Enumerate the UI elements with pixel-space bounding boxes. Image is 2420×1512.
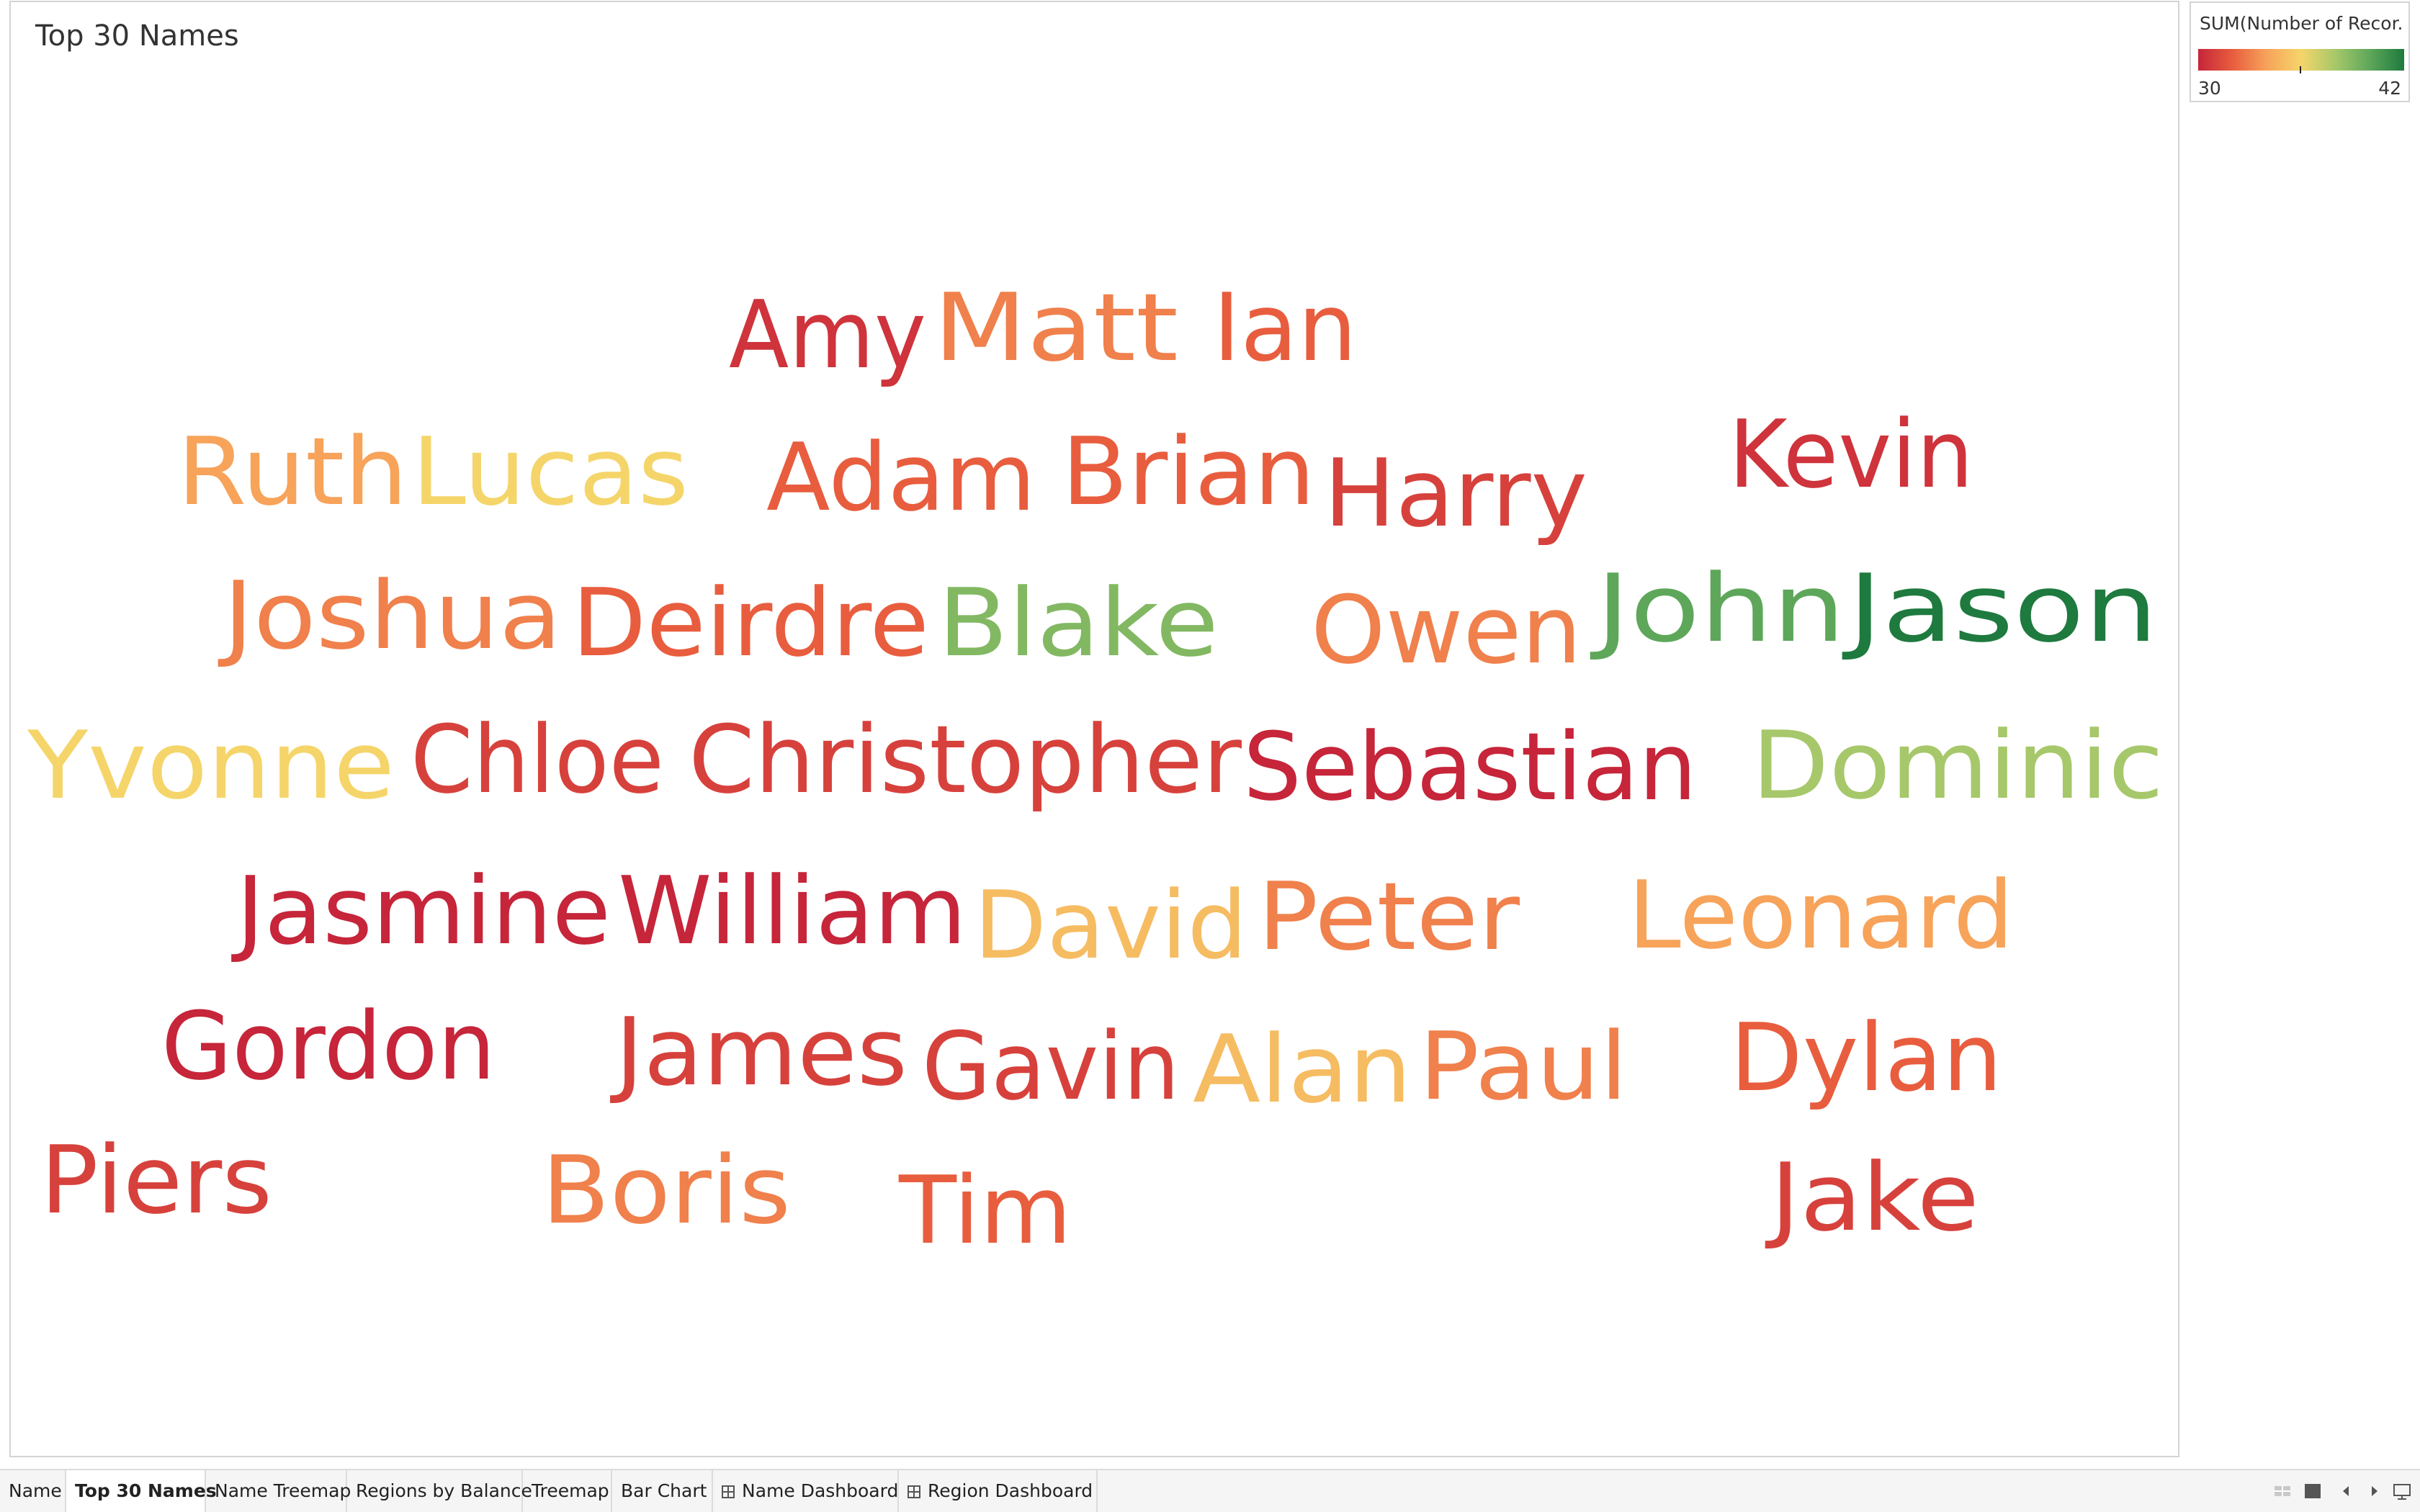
word-sebastian[interactable]: Sebastian xyxy=(1243,712,1697,822)
word-christopher[interactable]: Christopher xyxy=(689,705,1242,814)
tab-region-dashboard[interactable]: Region Dashboard xyxy=(899,1470,1098,1512)
filmstrip-icon[interactable] xyxy=(2303,1482,2322,1500)
color-legend[interactable]: SUM(Number of Recor... 30 42 xyxy=(2190,1,2410,102)
worksheet-title: Top 30 Names xyxy=(35,19,239,53)
word-harry[interactable]: Harry xyxy=(1324,438,1587,548)
word-brian[interactable]: Brian xyxy=(1062,417,1315,526)
dashboard-grid-icon xyxy=(908,1485,920,1498)
word-alan[interactable]: Alan xyxy=(1193,1014,1412,1124)
legend-min-label: 30 xyxy=(2198,78,2221,99)
word-deirdre[interactable]: Deirdre xyxy=(572,568,929,678)
word-dominic[interactable]: Dominic xyxy=(1752,711,2164,820)
word-piers[interactable]: Piers xyxy=(40,1125,272,1235)
word-peter[interactable]: Peter xyxy=(1258,862,1520,971)
word-ian[interactable]: Ian xyxy=(1213,273,1357,382)
word-amy[interactable]: Amy xyxy=(729,280,926,390)
word-jake[interactable]: Jake xyxy=(1765,1143,1979,1252)
word-blake[interactable]: Blake xyxy=(938,568,1219,678)
tab-regions-by-balance[interactable]: Regions by Balance xyxy=(347,1470,532,1512)
sheet-sorter-icon[interactable] xyxy=(2273,1482,2292,1500)
word-boris[interactable]: Boris xyxy=(542,1135,791,1245)
legend-max-label: 42 xyxy=(2378,78,2401,99)
next-sheet-icon[interactable] xyxy=(2365,1482,2384,1500)
word-gordon[interactable]: Gordon xyxy=(161,991,496,1101)
worksheet-view: Top 30 Names xyxy=(9,1,2179,1457)
word-tim[interactable]: Tim xyxy=(898,1156,1072,1265)
sheet-tab-bar: Name Top 30 Names Name Treemap Regions b… xyxy=(0,1469,2420,1512)
word-paul[interactable]: Paul xyxy=(1419,1012,1628,1121)
legend-midpoint-marker xyxy=(2300,66,2301,73)
word-william[interactable]: William xyxy=(618,856,967,966)
tab-bar-chart[interactable]: Bar Chart xyxy=(612,1470,713,1512)
word-leonard[interactable]: Leonard xyxy=(1628,860,2014,970)
legend-title: SUM(Number of Recor... xyxy=(2200,13,2401,34)
tab-treemap[interactable]: Treemap xyxy=(523,1470,612,1512)
word-jasmine[interactable]: Jasmine xyxy=(231,856,611,966)
word-ruth[interactable]: Ruth xyxy=(177,417,408,526)
word-john[interactable]: John xyxy=(1590,554,1845,663)
word-james[interactable]: James xyxy=(610,997,908,1107)
tab-name-dashboard[interactable]: Name Dashboard xyxy=(713,1470,899,1512)
legend-color-ramp xyxy=(2198,49,2404,71)
word-adam[interactable]: Adam xyxy=(766,423,1036,532)
word-kevin[interactable]: Kevin xyxy=(1729,400,1973,509)
word-owen[interactable]: Owen xyxy=(1311,575,1582,685)
word-jason[interactable]: Jason xyxy=(1842,554,2158,663)
dashboard-grid-icon xyxy=(722,1485,735,1498)
tab-name-treemap[interactable]: Name Treemap xyxy=(206,1470,351,1512)
word-yvonne[interactable]: Yvonne xyxy=(27,711,395,820)
previous-sheet-icon[interactable] xyxy=(2336,1482,2355,1500)
word-matt[interactable]: Matt xyxy=(933,273,1178,382)
word-joshua[interactable]: Joshua xyxy=(218,561,562,670)
presentation-mode-icon[interactable] xyxy=(2393,1482,2411,1500)
word-lucas[interactable]: Lucas xyxy=(412,417,689,526)
tab-top-30-names[interactable]: Top 30 Names xyxy=(66,1470,217,1512)
word-chloe[interactable]: Chloe xyxy=(411,705,664,814)
tab-name[interactable]: Name xyxy=(0,1470,66,1512)
word-david[interactable]: David xyxy=(974,870,1247,980)
word-gavin[interactable]: Gavin xyxy=(922,1012,1180,1121)
word-dylan[interactable]: Dylan xyxy=(1730,1003,2002,1112)
